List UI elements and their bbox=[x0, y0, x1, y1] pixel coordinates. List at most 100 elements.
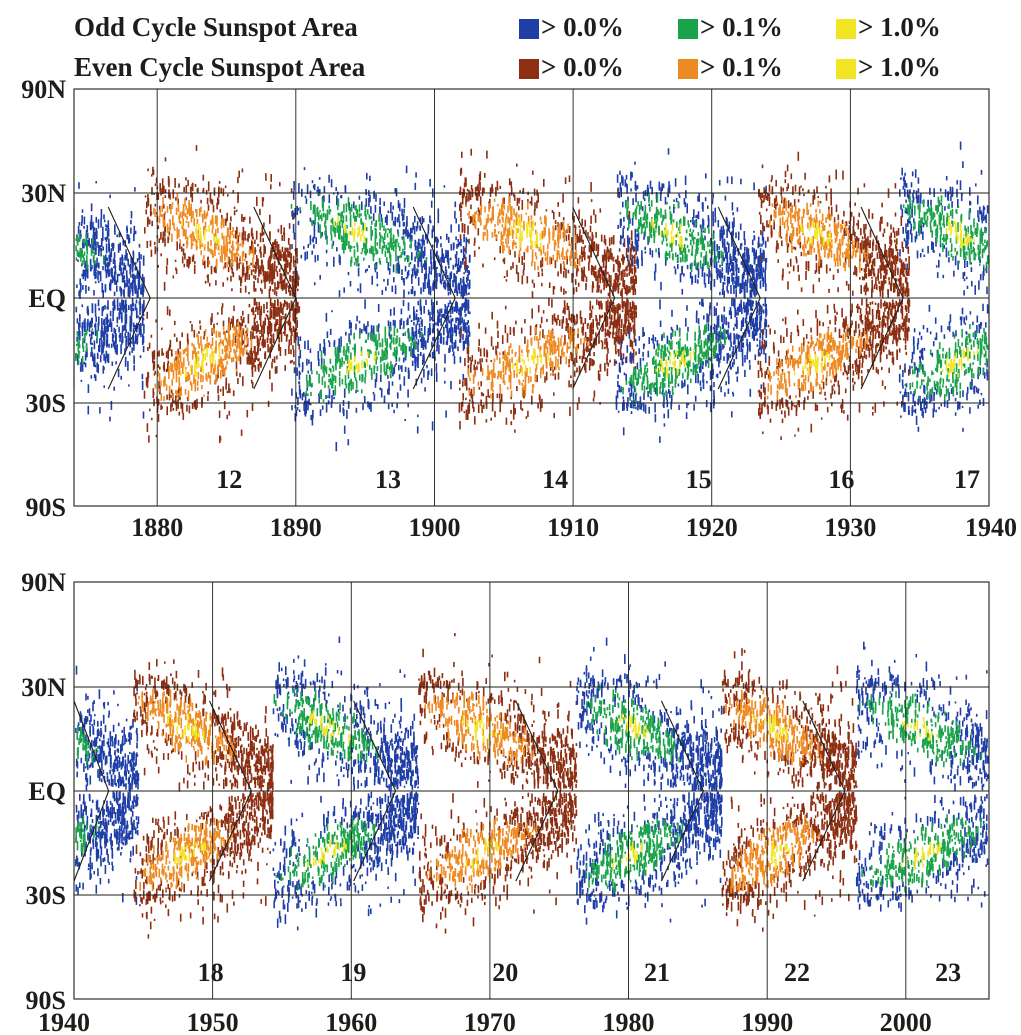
sunspot-mark bbox=[361, 229, 363, 232]
sunspot-mark bbox=[324, 213, 327, 224]
sunspot-mark bbox=[588, 262, 590, 271]
sunspot-mark bbox=[590, 215, 592, 224]
sunspot-mark bbox=[231, 250, 233, 254]
sunspot-mark bbox=[393, 347, 396, 357]
sunspot-mark bbox=[272, 333, 275, 343]
sunspot-mark bbox=[574, 242, 577, 250]
sunspot-mark bbox=[132, 252, 135, 259]
sunspot-mark bbox=[546, 255, 549, 265]
sunspot-mark bbox=[420, 258, 423, 267]
sunspot-mark bbox=[531, 355, 533, 361]
sunspot-mark bbox=[450, 243, 453, 251]
sunspot-mark bbox=[436, 345, 438, 352]
sunspot-mark bbox=[321, 198, 324, 208]
sunspot-mark bbox=[381, 247, 383, 254]
sunspot-mark bbox=[328, 388, 331, 399]
sunspot-mark bbox=[512, 262, 514, 269]
sunspot-mark bbox=[327, 395, 329, 399]
sunspot-mark bbox=[94, 322, 97, 333]
sunspot-mark bbox=[510, 187, 513, 196]
sunspot-mark bbox=[172, 275, 175, 279]
sunspot-mark bbox=[379, 262, 382, 265]
sunspot-mark bbox=[566, 342, 569, 349]
sunspot-mark bbox=[361, 389, 363, 394]
sunspot-mark bbox=[245, 349, 248, 353]
sunspot-mark bbox=[375, 357, 377, 365]
sunspot-mark bbox=[418, 323, 421, 327]
sunspot-mark bbox=[544, 256, 547, 261]
sunspot-mark bbox=[110, 322, 113, 332]
sunspot-mark bbox=[417, 277, 420, 286]
sunspot-mark bbox=[244, 258, 246, 262]
sunspot-mark bbox=[257, 363, 260, 370]
sunspot-mark bbox=[384, 333, 387, 343]
sunspot-mark bbox=[449, 333, 452, 343]
sunspot-mark bbox=[189, 207, 191, 216]
sunspot-mark bbox=[208, 342, 210, 346]
sunspot-mark bbox=[100, 330, 102, 340]
sunspot-mark bbox=[374, 378, 377, 388]
sunspot-mark bbox=[561, 319, 564, 329]
sunspot-mark bbox=[182, 412, 185, 420]
sunspot-mark bbox=[164, 211, 166, 215]
sunspot-mark bbox=[328, 340, 330, 343]
sunspot-mark bbox=[219, 209, 222, 213]
sunspot-mark bbox=[187, 390, 190, 400]
sunspot-mark bbox=[626, 325, 629, 331]
sunspot-mark bbox=[132, 287, 134, 296]
sunspot-mark bbox=[210, 344, 212, 349]
sunspot-mark bbox=[224, 331, 226, 341]
sunspot-mark bbox=[631, 316, 634, 323]
sunspot-mark bbox=[333, 339, 336, 346]
sunspot-mark bbox=[134, 337, 137, 344]
sunspot-mark bbox=[360, 213, 362, 217]
sunspot-mark bbox=[328, 367, 331, 371]
sunspot-mark bbox=[590, 199, 593, 202]
sunspot-mark bbox=[307, 370, 310, 374]
sunspot-mark bbox=[299, 207, 301, 211]
sunspot-mark bbox=[267, 332, 269, 335]
sunspot-mark bbox=[108, 256, 111, 266]
sunspot-mark bbox=[397, 255, 399, 262]
sunspot-mark bbox=[157, 264, 159, 268]
sunspot-mark bbox=[427, 225, 430, 235]
sunspot-mark bbox=[257, 323, 259, 332]
sunspot-mark bbox=[609, 301, 611, 306]
sunspot-mark bbox=[383, 362, 386, 372]
sunspot-mark bbox=[568, 328, 571, 336]
sunspot-mark bbox=[177, 198, 179, 206]
sunspot-mark bbox=[376, 366, 379, 372]
sunspot-mark bbox=[140, 323, 142, 332]
sunspot-mark bbox=[76, 343, 78, 346]
sunspot-mark bbox=[423, 251, 425, 257]
sunspot-mark bbox=[413, 226, 416, 235]
sunspot-mark bbox=[440, 335, 442, 344]
sunspot-mark bbox=[206, 197, 209, 205]
sunspot-mark bbox=[456, 306, 459, 312]
sunspot-mark bbox=[477, 207, 480, 213]
sunspot-mark bbox=[595, 275, 598, 282]
sunspot-mark bbox=[337, 198, 340, 207]
sunspot-mark bbox=[179, 212, 182, 218]
sunspot-mark bbox=[612, 321, 615, 329]
sunspot-mark bbox=[347, 401, 350, 409]
sunspot-mark bbox=[465, 247, 467, 254]
sunspot-mark bbox=[457, 239, 459, 242]
sunspot-mark bbox=[283, 227, 285, 236]
sunspot-mark bbox=[147, 168, 149, 172]
sunspot-mark bbox=[198, 343, 200, 349]
sunspot-mark bbox=[507, 237, 509, 245]
legend-odd-entry-3: > 1.0% bbox=[858, 12, 941, 42]
sunspot-mark bbox=[173, 222, 175, 229]
sunspot-mark bbox=[612, 290, 614, 296]
sunspot-mark bbox=[109, 283, 111, 291]
sunspot-mark bbox=[172, 370, 175, 379]
sunspot-mark bbox=[570, 375, 572, 379]
sunspot-mark bbox=[241, 261, 243, 265]
sunspot-mark bbox=[159, 366, 161, 370]
sunspot-mark bbox=[168, 385, 171, 393]
sunspot-mark bbox=[419, 217, 421, 222]
sunspot-mark bbox=[319, 210, 321, 213]
sunspot-mark bbox=[598, 322, 601, 326]
sunspot-mark bbox=[518, 236, 521, 241]
